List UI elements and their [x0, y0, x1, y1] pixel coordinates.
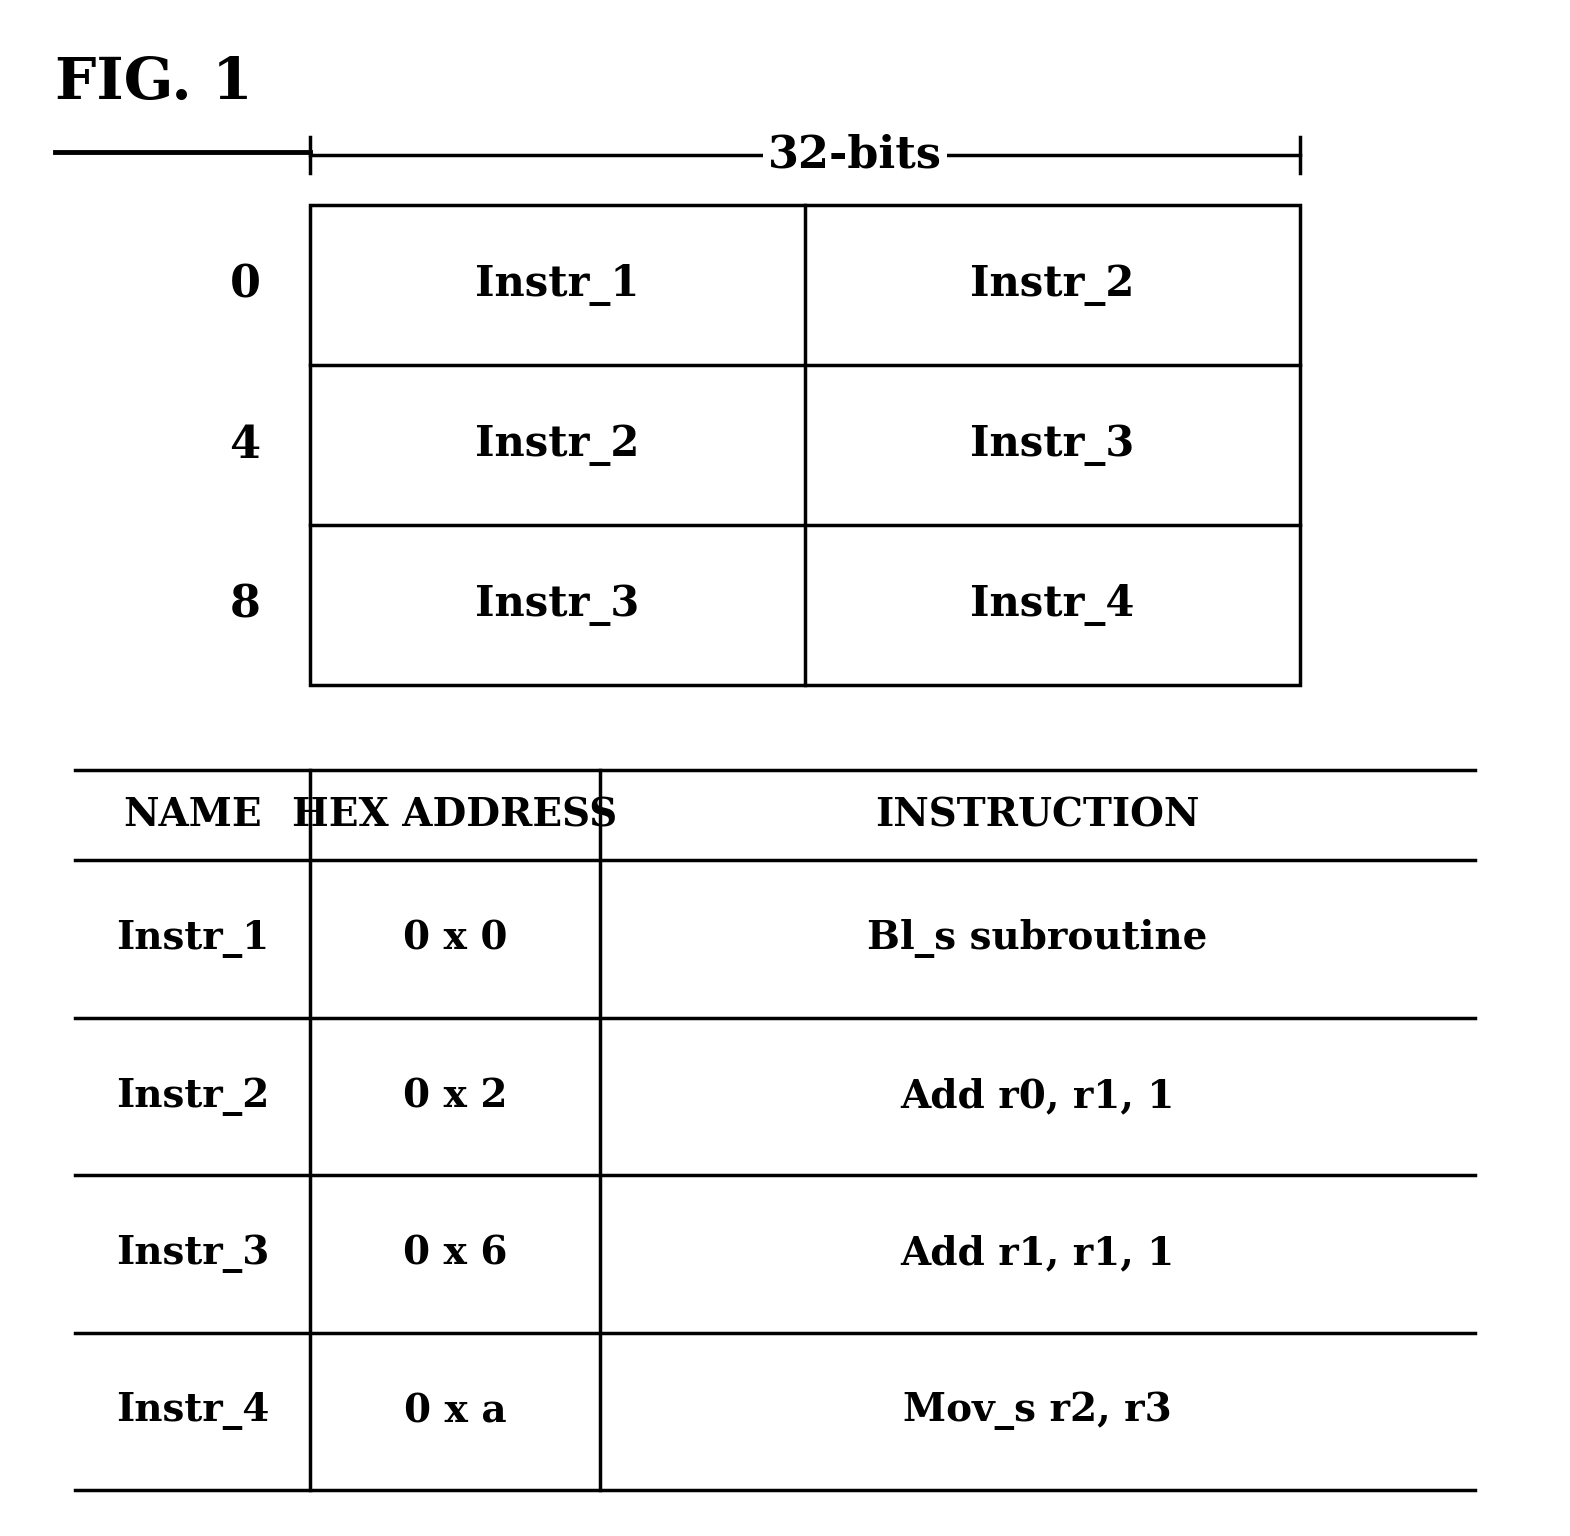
- Bar: [309, 204, 1300, 685]
- Text: NAME: NAME: [122, 796, 262, 834]
- Text: Instr_1: Instr_1: [116, 920, 268, 958]
- Text: 0 x 6: 0 x 6: [403, 1235, 507, 1273]
- Text: FIG. 1: FIG. 1: [55, 55, 253, 111]
- Text: 0 x 2: 0 x 2: [403, 1077, 507, 1115]
- Text: Instr_4: Instr_4: [116, 1392, 268, 1430]
- Text: Instr_2: Instr_2: [970, 264, 1135, 306]
- Text: 0 x a: 0 x a: [403, 1392, 506, 1430]
- Text: 0 x 0: 0 x 0: [403, 920, 507, 958]
- Text: Bl_s subroutine: Bl_s subroutine: [867, 919, 1207, 958]
- Text: 32-bits: 32-bits: [768, 134, 942, 177]
- Text: Mov_s r2, r3: Mov_s r2, r3: [903, 1392, 1171, 1430]
- Text: Instr_2: Instr_2: [116, 1077, 268, 1115]
- Text: Add r0, r1, 1: Add r0, r1, 1: [900, 1077, 1174, 1115]
- Text: 0: 0: [229, 264, 261, 307]
- Text: 4: 4: [229, 424, 261, 467]
- Text: Instr_4: Instr_4: [970, 584, 1135, 627]
- Text: Instr_3: Instr_3: [476, 584, 639, 627]
- Text: INSTRUCTION: INSTRUCTION: [876, 796, 1199, 834]
- Text: Instr_1: Instr_1: [476, 264, 639, 306]
- Text: Instr_3: Instr_3: [970, 424, 1135, 465]
- Text: Instr_2: Instr_2: [476, 424, 639, 465]
- Text: 8: 8: [229, 584, 261, 627]
- Text: Instr_3: Instr_3: [116, 1235, 268, 1273]
- Text: Add r1, r1, 1: Add r1, r1, 1: [900, 1235, 1174, 1273]
- Text: HEX ADDRESS: HEX ADDRESS: [292, 796, 617, 834]
